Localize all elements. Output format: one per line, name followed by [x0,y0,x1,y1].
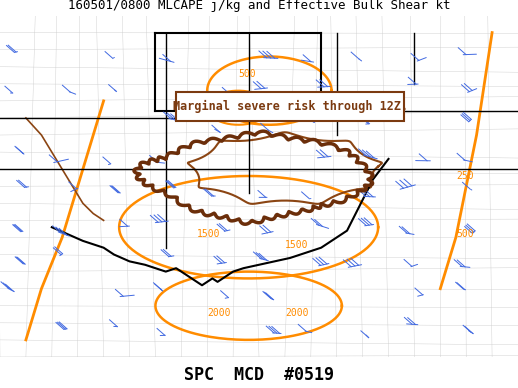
Text: 250: 250 [456,171,473,182]
Text: Marginal severe risk through 12Z.: Marginal severe risk through 12Z. [172,100,408,113]
Text: 2000: 2000 [285,308,308,318]
Text: 1500: 1500 [285,240,308,250]
Text: SPC  MCD  #0519: SPC MCD #0519 [184,366,334,384]
Text: 1500: 1500 [197,229,220,239]
Text: 500: 500 [456,229,473,239]
Text: 160501/0800 MLCAPE j/kg and Effective Bulk Shear kt: 160501/0800 MLCAPE j/kg and Effective Bu… [68,0,450,12]
Text: 500: 500 [238,69,256,79]
Text: 250: 250 [218,100,235,110]
FancyBboxPatch shape [176,92,404,121]
Text: 2000: 2000 [207,308,231,318]
